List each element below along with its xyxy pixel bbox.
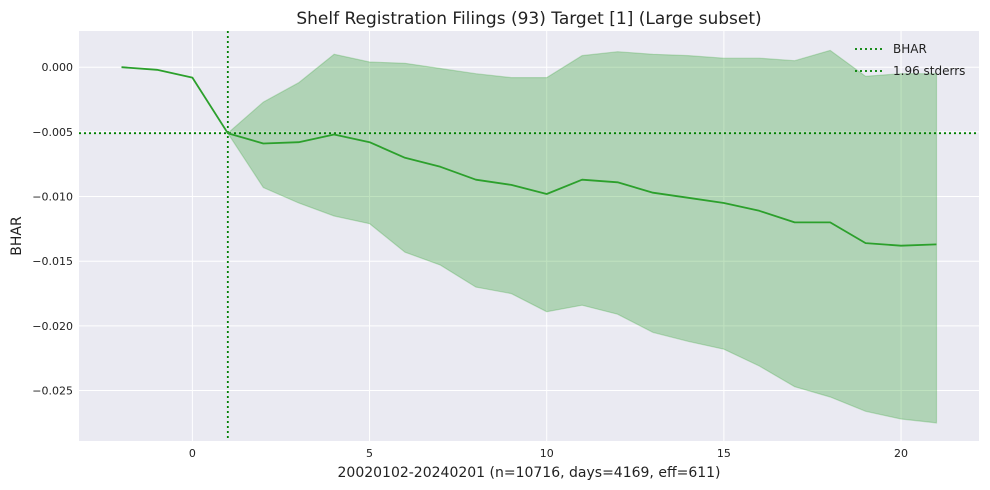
band-layer [227, 49, 938, 424]
x-tick-label: 5 [366, 447, 373, 460]
x-tick-labels: 0 5 10 15 20 [189, 447, 908, 460]
plot-background [79, 31, 979, 441]
y-tick-label: −0.020 [32, 320, 73, 333]
y-axis-label: BHAR [9, 216, 25, 256]
grid [79, 31, 979, 441]
y-tick-label: −0.025 [32, 385, 73, 398]
legend-label-stderr: 1.96 stderrs [893, 64, 965, 78]
series-layer [121, 66, 937, 247]
bhar-line [121, 66, 937, 247]
y-tick-label: 0.000 [42, 61, 74, 74]
x-axis-label: 20020102-20240201 (n=10716, days=4169, e… [338, 465, 721, 481]
y-tick-label: −0.015 [32, 255, 73, 268]
x-tick-label: 0 [189, 447, 196, 460]
y-tick-label: −0.010 [32, 191, 73, 204]
y-tick-labels: 0.000 −0.005 −0.010 −0.015 −0.020 −0.025 [32, 61, 73, 397]
legend: BHAR 1.96 stderrs [855, 42, 965, 78]
legend-label-bhar: BHAR [893, 42, 927, 56]
y-tick-label: −0.005 [32, 126, 73, 139]
confidence-band [227, 49, 938, 424]
x-tick-label: 20 [894, 447, 908, 460]
x-tick-label: 10 [540, 447, 554, 460]
x-tick-label: 15 [717, 447, 731, 460]
chart-title: Shelf Registration Filings (93) Target [… [296, 9, 761, 29]
